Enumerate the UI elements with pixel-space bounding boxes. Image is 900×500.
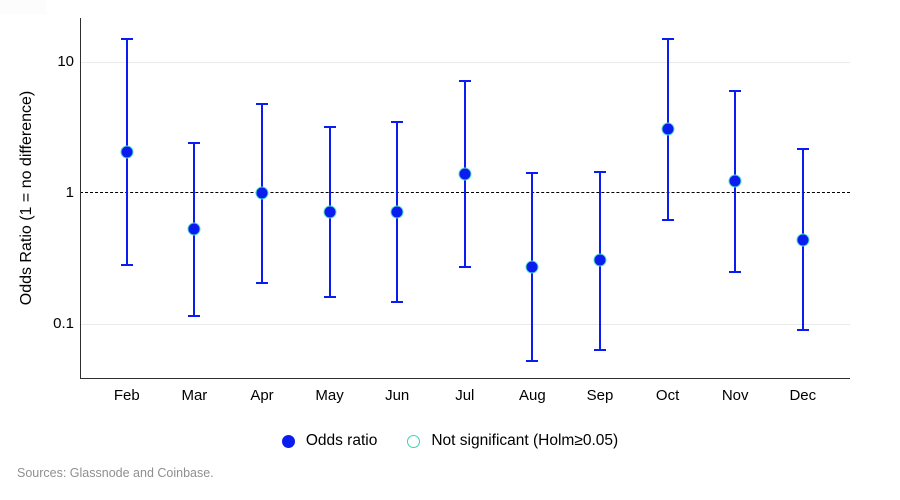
legend-item-odds-ratio: Odds ratio [281,432,378,450]
error-bar-cap-bottom [391,300,404,303]
y-tick-label: 1 [65,184,74,201]
corner-artifact [0,0,46,14]
error-bar-cap-bottom [458,266,471,269]
error-bar-cap-top [458,79,471,82]
y-tick-label: 0.1 [53,315,74,332]
error-bar-cap-top [323,125,336,128]
error-bar-cap-top [188,142,201,145]
x-axis-line [80,378,850,379]
error-bar-cap-bottom [526,360,539,363]
x-tick-label: Jul [455,387,475,404]
x-tick-label: Aug [519,387,546,404]
error-bar-cap-bottom [594,349,606,352]
x-tick-label: Nov [721,387,749,404]
data-point-oct [661,122,675,136]
error-bar-cap-top [120,37,133,40]
error-bar-cap-bottom [323,296,336,299]
gridline [80,62,850,63]
error-bar-cap-top [526,172,539,175]
data-point-mar [187,222,201,236]
x-tick-label: Feb [113,387,140,404]
error-bar-cap-top [729,90,742,93]
error-bar-cap-bottom [729,270,742,273]
source-note: Sources: Glassnode and Coinbase. [17,466,214,480]
error-bar-cap-top [594,170,606,173]
error-bar-cap-top [796,148,809,151]
data-point-jul [458,167,472,181]
filled-circle-icon [281,434,295,448]
y-axis-line [80,18,81,378]
gridline [80,324,850,325]
legend-label: Not significant (Holm≥0.05) [431,432,619,449]
x-tick-label: Oct [655,387,680,404]
data-point-jun [390,205,404,219]
error-bar-cap-bottom [188,315,201,318]
data-point-may [323,205,337,219]
data-point-apr [255,186,269,200]
data-point-feb [120,145,134,159]
data-point-nov [728,174,742,188]
data-point-sep [593,253,607,267]
y-tick-label: 10 [57,53,74,70]
x-tick-label: Dec [789,387,817,404]
data-point-aug [525,260,539,274]
x-tick-label: May [315,387,344,404]
error-bar-cap-top [391,120,404,123]
legend-item-not-significant: Not significant (Holm≥0.05) [407,432,618,450]
error-bar-cap-top [256,102,268,105]
error-bar-cap-top [661,37,674,40]
x-tick-label: Apr [250,387,274,404]
legend-label: Odds ratio [305,432,378,449]
error-bar-cap-bottom [796,328,809,331]
chart-legend: Odds ratio Not significant (Holm≥0.05) [0,430,900,452]
error-bar-cap-bottom [120,264,133,267]
x-tick-label: Sep [586,387,614,404]
x-tick-label: Jun [385,387,410,404]
x-tick-label: Mar [181,387,208,404]
data-point-dec [796,233,810,247]
open-circle-icon [407,434,421,448]
error-bar-cap-bottom [661,219,674,222]
error-bar-cap-bottom [256,282,268,285]
